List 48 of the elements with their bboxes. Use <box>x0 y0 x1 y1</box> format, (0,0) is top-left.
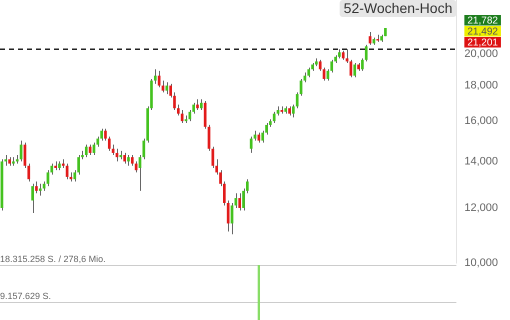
candlestick <box>20 140 22 162</box>
candlestick <box>127 154 130 166</box>
ref-line-label: 9.157.629 S. <box>0 290 52 301</box>
candlestick <box>338 48 341 59</box>
y-tick-label: 12,000 <box>464 202 498 214</box>
candlestick <box>123 152 126 164</box>
candlestick <box>368 31 372 46</box>
candlestick <box>46 170 50 187</box>
candlestick <box>158 70 160 88</box>
candlestick <box>364 44 368 62</box>
candlestick <box>66 163 68 180</box>
y-tick-label: 14,000 <box>464 155 498 168</box>
y-tick-label: 16,000 <box>464 115 498 128</box>
candlestick <box>104 128 107 142</box>
candlestick <box>176 104 180 116</box>
candlestick <box>116 148 118 162</box>
candlestick <box>88 144 92 156</box>
candlestick <box>361 58 364 72</box>
text: 21,492 <box>467 26 498 38</box>
candlestick <box>108 136 111 152</box>
candlestick <box>250 136 253 154</box>
y-tick-label: 18,000 <box>464 80 498 92</box>
candlestick <box>35 180 38 194</box>
candlestick <box>154 68 157 84</box>
candlestick <box>84 144 88 158</box>
candlestick <box>288 106 291 116</box>
candlestick <box>342 50 345 60</box>
candlestick <box>31 183 34 214</box>
ref-line-label: 52-Wochen-Hoch <box>344 0 452 16</box>
text: 21,782 <box>467 15 498 26</box>
candlestick <box>92 142 96 156</box>
candlestick <box>180 110 184 124</box>
candlestick <box>353 62 356 78</box>
candlestick <box>272 111 276 124</box>
y-tick-label: 10,000 <box>464 257 498 270</box>
candlestick <box>134 160 138 173</box>
candlestick <box>292 104 295 118</box>
text: 21,201 <box>467 37 498 48</box>
candlestick <box>165 82 168 95</box>
candlestick <box>230 202 234 235</box>
candlestick <box>196 98 199 111</box>
candlestick <box>130 154 134 166</box>
candlestick <box>238 192 242 211</box>
candlestick <box>258 132 260 144</box>
y-tick-label: 20,000 <box>464 48 498 60</box>
ref-line-label: 18.315.258 S. / 278,6 Mio. <box>0 254 106 264</box>
candlestick <box>38 183 42 196</box>
candlestick <box>226 200 230 232</box>
